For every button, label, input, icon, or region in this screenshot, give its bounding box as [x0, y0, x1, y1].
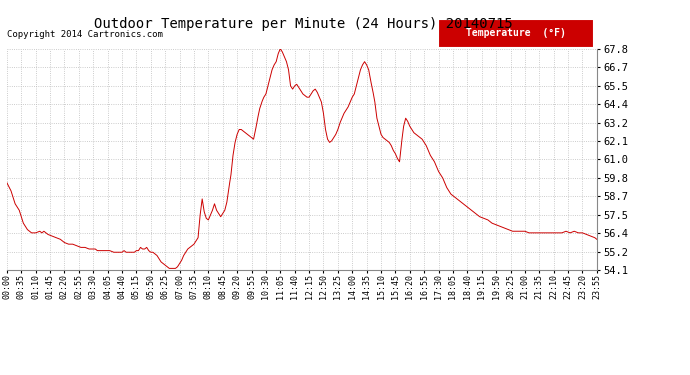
Text: Temperature  (°F): Temperature (°F)	[466, 28, 566, 38]
Text: Copyright 2014 Cartronics.com: Copyright 2014 Cartronics.com	[7, 30, 163, 39]
Text: Outdoor Temperature per Minute (24 Hours) 20140715: Outdoor Temperature per Minute (24 Hours…	[95, 17, 513, 31]
